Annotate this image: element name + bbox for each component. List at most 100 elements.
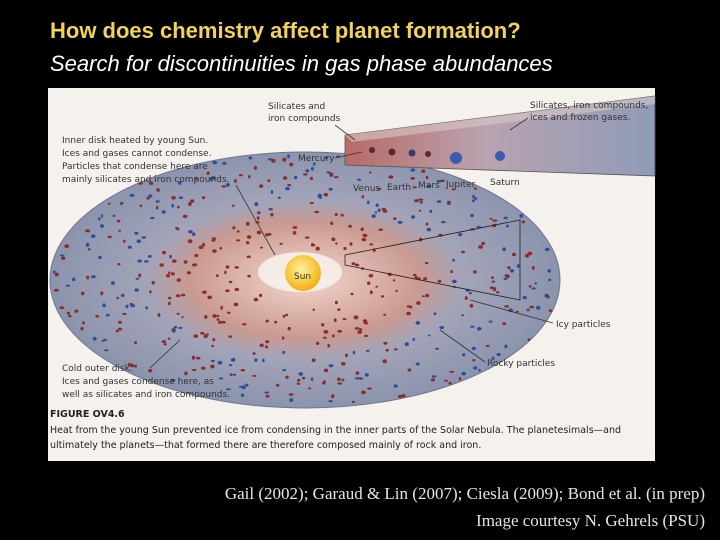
particle xyxy=(248,175,251,179)
particle xyxy=(415,362,420,366)
particle xyxy=(421,295,425,298)
particle xyxy=(261,358,265,363)
particle xyxy=(234,179,237,183)
slide-title: How does chemistry affect planet formati… xyxy=(50,18,521,43)
particle xyxy=(333,176,339,179)
particle xyxy=(91,275,96,279)
particle xyxy=(495,291,500,294)
particle xyxy=(534,282,538,285)
particle xyxy=(331,334,335,338)
particle xyxy=(120,293,125,297)
particle xyxy=(74,309,79,313)
wedge-outline xyxy=(344,219,521,301)
particle xyxy=(193,334,199,338)
particle xyxy=(365,349,370,352)
particle xyxy=(240,369,246,372)
particle xyxy=(265,233,270,237)
particle xyxy=(340,213,344,217)
particle xyxy=(246,221,250,226)
particle xyxy=(361,390,366,395)
particle xyxy=(355,377,360,380)
particle xyxy=(358,377,362,380)
particle xyxy=(180,293,186,297)
particle xyxy=(476,326,482,331)
particle xyxy=(228,335,233,338)
particle xyxy=(547,269,551,273)
particle xyxy=(130,363,135,368)
particle xyxy=(178,196,183,199)
particle xyxy=(172,329,176,333)
particle xyxy=(337,308,341,311)
particle xyxy=(52,270,56,274)
particle xyxy=(175,226,179,230)
particle xyxy=(333,318,337,323)
particle xyxy=(135,277,140,280)
particle xyxy=(107,235,112,239)
figure-label: iron compounds xyxy=(268,114,341,124)
particle xyxy=(488,320,493,323)
particle xyxy=(112,214,116,217)
particle xyxy=(217,360,223,365)
particle xyxy=(323,330,329,334)
particle xyxy=(167,337,171,340)
particle xyxy=(377,208,381,212)
particle xyxy=(364,373,369,377)
particle xyxy=(222,161,227,165)
particle xyxy=(429,209,433,213)
particle xyxy=(416,301,421,305)
particle xyxy=(461,250,465,254)
particle xyxy=(287,154,291,159)
particle xyxy=(64,244,70,249)
particle xyxy=(182,214,188,219)
figure-label: Rocky particles xyxy=(487,359,555,369)
particle xyxy=(285,187,290,191)
particle xyxy=(418,209,422,212)
particle xyxy=(265,394,270,398)
figure-label: Ices and gases cannot condense. xyxy=(62,149,211,159)
particle xyxy=(473,197,478,200)
planet-label: Mercury xyxy=(298,154,335,164)
particle xyxy=(136,239,142,244)
particle xyxy=(503,277,508,280)
particle xyxy=(298,372,303,376)
particle xyxy=(345,353,348,358)
particle xyxy=(350,292,354,296)
particle xyxy=(435,347,440,350)
particle xyxy=(246,235,252,239)
particle xyxy=(116,219,121,223)
particle xyxy=(522,295,527,300)
particle xyxy=(366,200,370,205)
particle xyxy=(201,366,206,370)
particle xyxy=(187,239,193,244)
particle xyxy=(407,368,412,372)
particle xyxy=(397,220,403,224)
particle xyxy=(512,252,516,257)
particle xyxy=(433,312,437,316)
particle xyxy=(335,242,338,245)
particle xyxy=(358,328,362,332)
particle xyxy=(100,291,104,296)
particle xyxy=(548,309,553,312)
particle xyxy=(192,263,198,267)
particle xyxy=(230,358,236,362)
particle xyxy=(329,174,334,177)
particle xyxy=(173,326,178,329)
particle xyxy=(211,176,216,180)
particle xyxy=(473,366,478,370)
particle xyxy=(437,279,442,283)
particle xyxy=(236,230,240,233)
particle xyxy=(150,216,155,220)
particle xyxy=(304,236,310,239)
particle xyxy=(504,274,508,277)
particle xyxy=(155,205,159,210)
particle xyxy=(418,198,424,201)
particle xyxy=(502,247,506,252)
particle xyxy=(472,194,475,199)
particle xyxy=(85,229,90,233)
particle xyxy=(194,253,199,258)
particle xyxy=(206,333,209,336)
particle xyxy=(85,242,90,247)
particle xyxy=(104,349,109,352)
particle xyxy=(452,279,457,284)
